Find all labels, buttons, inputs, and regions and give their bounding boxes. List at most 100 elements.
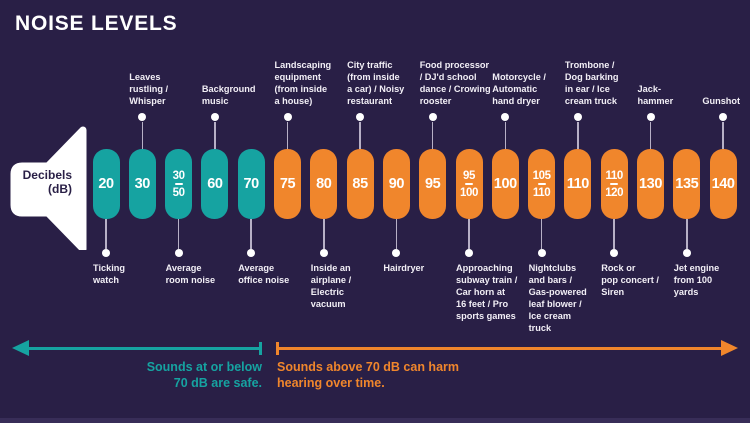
connector-line	[141, 122, 144, 149]
connector-dot	[537, 249, 546, 257]
connector-dot	[283, 113, 292, 121]
decibels-axis-label: Decibels (dB)	[22, 168, 72, 196]
pill-value: 100	[493, 176, 517, 192]
pill-110-db: 110	[564, 149, 592, 219]
connector-line	[649, 122, 652, 149]
connector-line	[105, 219, 107, 249]
connector-dot	[102, 249, 110, 257]
connector-line	[468, 219, 470, 249]
range-dash	[174, 183, 183, 185]
safe-note: Sounds at or below 70 dB are safe.	[146, 360, 262, 390]
pill-value: 105	[532, 169, 551, 182]
connector-dot	[682, 249, 691, 257]
pill-value: 60	[207, 176, 223, 192]
pill-value: 80	[316, 176, 332, 192]
connector-dot	[210, 113, 219, 121]
pill-value: 75	[279, 176, 296, 192]
pill-105-110-db: 105 110	[528, 149, 556, 219]
connector-dot	[610, 249, 619, 257]
source-label-below-95-100: Approaching subway train / Car horn at 1…	[456, 263, 518, 321]
connector-dot	[174, 249, 183, 257]
harm-range-arrowhead-icon	[721, 340, 738, 356]
pill-value: 110	[532, 186, 551, 199]
connector-dot	[465, 249, 473, 257]
connector-line	[722, 122, 724, 149]
connector-line	[686, 219, 688, 249]
source-label-above-130: Jack- hammer	[637, 84, 674, 106]
source-label-above-60: Background music	[201, 84, 256, 106]
range-dash	[610, 183, 619, 185]
source-label-below-30-50: Average room noise	[165, 263, 216, 285]
source-label-below-110-120: Rock or pop concert / Siren	[601, 263, 659, 297]
pill-70-db: 70	[237, 149, 265, 219]
connector-line	[177, 219, 180, 249]
pill-value: 30	[134, 176, 151, 192]
connector-line	[250, 219, 252, 249]
pill-value: 140	[711, 176, 735, 192]
page-title: NOISE LEVELS	[15, 12, 178, 35]
pill-value: 120	[605, 186, 624, 199]
pill-value: 130	[639, 176, 662, 192]
connector-dot	[646, 113, 655, 121]
pill-value: 50	[172, 186, 185, 199]
connector-dot	[428, 113, 437, 121]
pill-value: 95	[425, 176, 441, 192]
connector-line	[359, 122, 361, 149]
pill-100-db: 100	[491, 149, 519, 219]
source-label-above-85: City traffic (from inside a car) / Noisy…	[347, 60, 405, 106]
range-dash	[465, 183, 473, 185]
connector-line	[504, 122, 507, 149]
pill-value: 30	[172, 169, 185, 182]
pill-90-db: 90	[382, 149, 410, 219]
connector-line	[431, 122, 434, 149]
source-label-below-105-110: Nightclubs and bars / Gas-powered leaf b…	[528, 263, 587, 333]
connector-line	[395, 219, 398, 249]
connector-line	[577, 122, 579, 149]
harm-range-arrow	[278, 347, 722, 350]
pill-85-db: 85	[346, 149, 374, 219]
safe-range-arrow	[26, 347, 261, 350]
speaker-icon	[10, 126, 87, 250]
harm-note: Sounds above 70 dB can harm hearing over…	[277, 360, 459, 390]
source-label-above-30: Leaves rustling / Whisper	[129, 72, 169, 106]
pill-30-50-db: 30 50	[165, 149, 193, 219]
harm-range-start-tick	[276, 342, 279, 355]
connector-line	[286, 122, 289, 149]
connector-dot	[356, 113, 365, 121]
pill-95-db: 95	[419, 149, 447, 219]
range-dash	[537, 183, 546, 185]
pill-value: 100	[460, 186, 478, 199]
pill-75-db: 75	[274, 149, 301, 219]
connector-dot	[392, 249, 401, 257]
source-label-above-75: Landscaping equipment (from inside a hou…	[274, 60, 332, 106]
connector-line	[613, 219, 615, 249]
connector-dot	[247, 249, 256, 257]
source-label-below-20: Ticking watch	[93, 263, 125, 285]
connector-line	[214, 122, 216, 149]
pill-value: 110	[605, 169, 624, 182]
safe-range-end-tick	[259, 342, 262, 355]
pill-30-db: 30	[128, 149, 156, 219]
pill-140-db: 140	[709, 149, 737, 219]
source-label-above-110: Trombone / Dog barking in ear / Ice crea…	[564, 60, 619, 106]
source-label-above-140: Gunshot	[702, 96, 741, 106]
pill-value: 95	[463, 169, 475, 182]
pill-80-db: 80	[310, 149, 338, 219]
pill-60-db: 60	[201, 149, 229, 219]
pill-130-db: 130	[637, 149, 664, 219]
connector-dot	[719, 113, 728, 121]
pill-value: 70	[243, 176, 260, 192]
source-label-below-135: Jet engine from 100 yards	[673, 263, 720, 297]
connector-dot	[501, 113, 510, 121]
source-label-below-90: Hairdryer	[383, 263, 425, 273]
pill-110-120-db: 110 120	[600, 149, 628, 219]
source-label-above-100: Motorcycle / Automatic hand dryer	[492, 72, 546, 106]
pill-value: 90	[388, 176, 405, 192]
source-label-above-95: Food processor / DJ'd school dance / Cro…	[419, 60, 491, 106]
source-label-below-70: Average office noise	[238, 263, 290, 285]
source-label-below-80: Inside an airplane / Electric vacuum	[310, 263, 352, 309]
pill-value: 85	[352, 176, 368, 192]
connector-line	[540, 219, 543, 249]
connector-dot	[573, 113, 582, 121]
